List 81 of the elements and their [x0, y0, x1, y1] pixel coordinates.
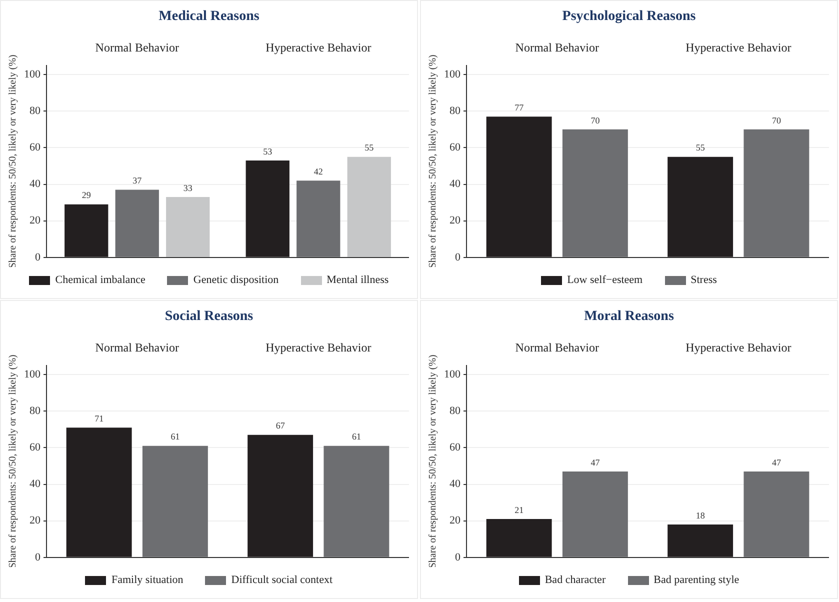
- x-tick-label: Normal Behavior: [95, 340, 179, 354]
- bar: [248, 434, 314, 557]
- chart-title: Social Reasons: [164, 309, 254, 325]
- data-label: 47: [772, 457, 782, 468]
- bar: [347, 156, 391, 257]
- y-tick-label: 40: [30, 478, 41, 490]
- x-tick-label: Hyperactive Behavior: [686, 340, 792, 354]
- y-tick-label: 60: [450, 142, 461, 154]
- y-tick-label: 0: [455, 551, 461, 564]
- bar: [115, 190, 159, 257]
- legend-label: Mental illness: [326, 274, 389, 286]
- data-label: 18: [696, 510, 706, 520]
- x-tick-label: Hyperactive Behavior: [266, 40, 372, 54]
- data-label: 37: [132, 176, 142, 186]
- bar: [296, 180, 340, 257]
- data-label: 71: [94, 413, 104, 424]
- legend-label: Stress: [690, 274, 717, 286]
- data-label: 55: [696, 142, 706, 153]
- legend-label: Genetic disposition: [192, 274, 279, 286]
- bar: [246, 160, 290, 257]
- y-tick-label: 40: [450, 478, 461, 490]
- legend-label: Bad character: [544, 574, 606, 586]
- y-tick-label: 0: [35, 551, 41, 564]
- chart-title: Psychological Reasons: [561, 9, 697, 25]
- x-tick-label: Normal Behavior: [515, 340, 599, 354]
- x-tick-label: Normal Behavior: [95, 40, 179, 54]
- y-tick-label: 20: [30, 214, 41, 227]
- data-label: 61: [170, 432, 180, 442]
- x-tick-label: Hyperactive Behavior: [686, 40, 792, 54]
- y-tick-label: 60: [450, 442, 461, 454]
- y-tick-label: 100: [24, 68, 41, 80]
- bar: [668, 524, 734, 557]
- bar: [486, 519, 552, 557]
- y-tick-label: 80: [450, 105, 461, 118]
- x-tick-label: Hyperactive Behavior: [266, 340, 372, 354]
- data-label: 70: [772, 115, 782, 126]
- bar: [66, 428, 132, 557]
- y-tick-label: 0: [455, 251, 461, 264]
- y-tick-label: 20: [450, 514, 461, 527]
- y-tick-label: 40: [30, 178, 41, 190]
- bar: [562, 129, 628, 257]
- bar: [166, 197, 210, 257]
- x-tick-label: Normal Behavior: [515, 40, 599, 54]
- chart-title: Moral Reasons: [583, 309, 675, 325]
- data-label: 42: [314, 166, 323, 176]
- bar: [64, 204, 108, 257]
- y-tick-label: 0: [35, 251, 41, 264]
- y-tick-label: 20: [30, 514, 41, 527]
- data-label: 77: [514, 102, 524, 112]
- data-label: 21: [514, 504, 524, 515]
- y-tick-label: 60: [30, 142, 41, 154]
- data-label: 67: [276, 420, 286, 431]
- legend-label: Family situation: [110, 574, 184, 586]
- y-tick-label: 20: [450, 214, 461, 227]
- data-label: 70: [590, 115, 600, 126]
- y-tick-label: 40: [450, 178, 461, 190]
- y-tick-label: 80: [450, 405, 461, 418]
- data-label: 55: [364, 142, 374, 153]
- legend-label: Bad parenting style: [652, 574, 740, 586]
- bar: [486, 116, 552, 257]
- data-label: 53: [263, 146, 273, 156]
- y-tick-label: 80: [30, 105, 41, 118]
- bar: [562, 471, 628, 557]
- data-label: 61: [352, 432, 361, 442]
- legend-label: Difficult social context: [230, 574, 333, 586]
- y-tick-label: 60: [30, 442, 41, 454]
- y-tick-label: 80: [30, 405, 41, 418]
- bar: [324, 446, 390, 557]
- y-tick-label: 100: [24, 368, 41, 380]
- legend-label: Chemical imbalance: [54, 274, 146, 286]
- legend-label: Low self−esteem: [566, 274, 643, 286]
- bar: [744, 129, 810, 257]
- y-tick-label: 100: [444, 68, 461, 80]
- data-label: 47: [590, 457, 600, 468]
- data-label: 33: [183, 182, 193, 193]
- chart-title: Medical Reasons: [158, 9, 260, 25]
- bar: [668, 156, 734, 257]
- bar: [142, 446, 208, 557]
- y-tick-label: 100: [444, 368, 461, 380]
- data-label: 29: [82, 190, 92, 200]
- bar: [744, 471, 810, 557]
